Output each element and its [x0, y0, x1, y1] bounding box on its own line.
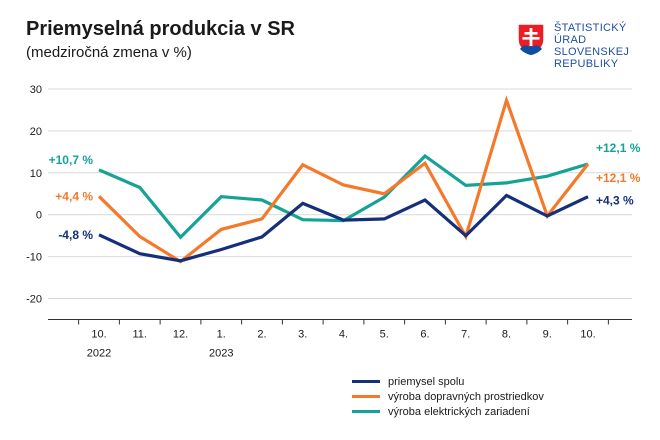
x-tick-label: 10.	[580, 328, 595, 340]
series-line	[98, 193, 589, 263]
data-label: +12,1 %	[596, 171, 641, 185]
data-label: +12,1 %	[596, 141, 641, 155]
x-tick-label: 8.	[502, 328, 511, 340]
chart-title: Priemyselná produkcia v SR	[26, 18, 296, 40]
legend-label: priemysel spolu	[388, 375, 465, 388]
x-tick-label: 5.	[380, 328, 389, 340]
y-tick-label: 0	[36, 210, 42, 222]
legend-item: výroba dopravných prostriedkov	[352, 389, 544, 404]
x-tick-label: 2.	[257, 328, 266, 340]
x-tick-label: 6.	[420, 328, 429, 340]
x-tick-label: 3.	[298, 328, 307, 340]
data-label: +10,7 %	[49, 153, 94, 167]
x-tick-label: 9.	[543, 328, 552, 340]
x-tick-label: 12.	[173, 328, 188, 340]
x-year-label: 2022	[87, 347, 111, 359]
logo-line: REPUBLIKY	[554, 58, 619, 70]
legend-swatch	[352, 410, 380, 413]
y-tick-label: 30	[30, 84, 42, 96]
data-label: +4,4 %	[55, 189, 93, 203]
legend-item: priemysel spolu	[352, 374, 544, 389]
logo-line: ŠTATISTICKÝ	[554, 22, 627, 34]
x-tick-label: 10.	[91, 328, 106, 340]
institution-logo: ŠTATISTICKÝ ÚRAD SLOVENSKEJ REPUBLIKY	[516, 22, 629, 70]
data-label: +4,3 %	[596, 194, 634, 208]
x-year-label: 2023	[209, 347, 233, 359]
series-line	[98, 153, 589, 240]
chart-legend: priemysel spolu výroba dopravných prostr…	[352, 374, 544, 419]
legend-label: výroba elektrických zariadení	[388, 405, 530, 418]
logo-line: SLOVENSKEJ	[554, 46, 630, 58]
y-tick-label: 10	[30, 168, 42, 180]
chart-subtitle: (medziročná zmena v %)	[26, 44, 192, 61]
legend-label: výroba dopravných prostriedkov	[388, 390, 544, 403]
data-label: -4,8 %	[58, 228, 93, 242]
y-tick-label: -20	[26, 294, 42, 306]
slovak-coat-of-arms-icon	[517, 23, 545, 57]
logo-line: ÚRAD	[554, 34, 587, 46]
x-tick-label: 1.	[217, 328, 226, 340]
legend-swatch	[352, 380, 380, 383]
x-tick-label: 11.	[133, 328, 147, 340]
legend-swatch	[352, 395, 380, 398]
y-tick-label: 20	[30, 126, 42, 138]
y-tick-label: -10	[26, 252, 42, 264]
legend-item: výroba elektrických zariadení	[352, 404, 544, 419]
x-tick-label: 4.	[339, 328, 348, 340]
x-tick-label: 7.	[461, 328, 470, 340]
